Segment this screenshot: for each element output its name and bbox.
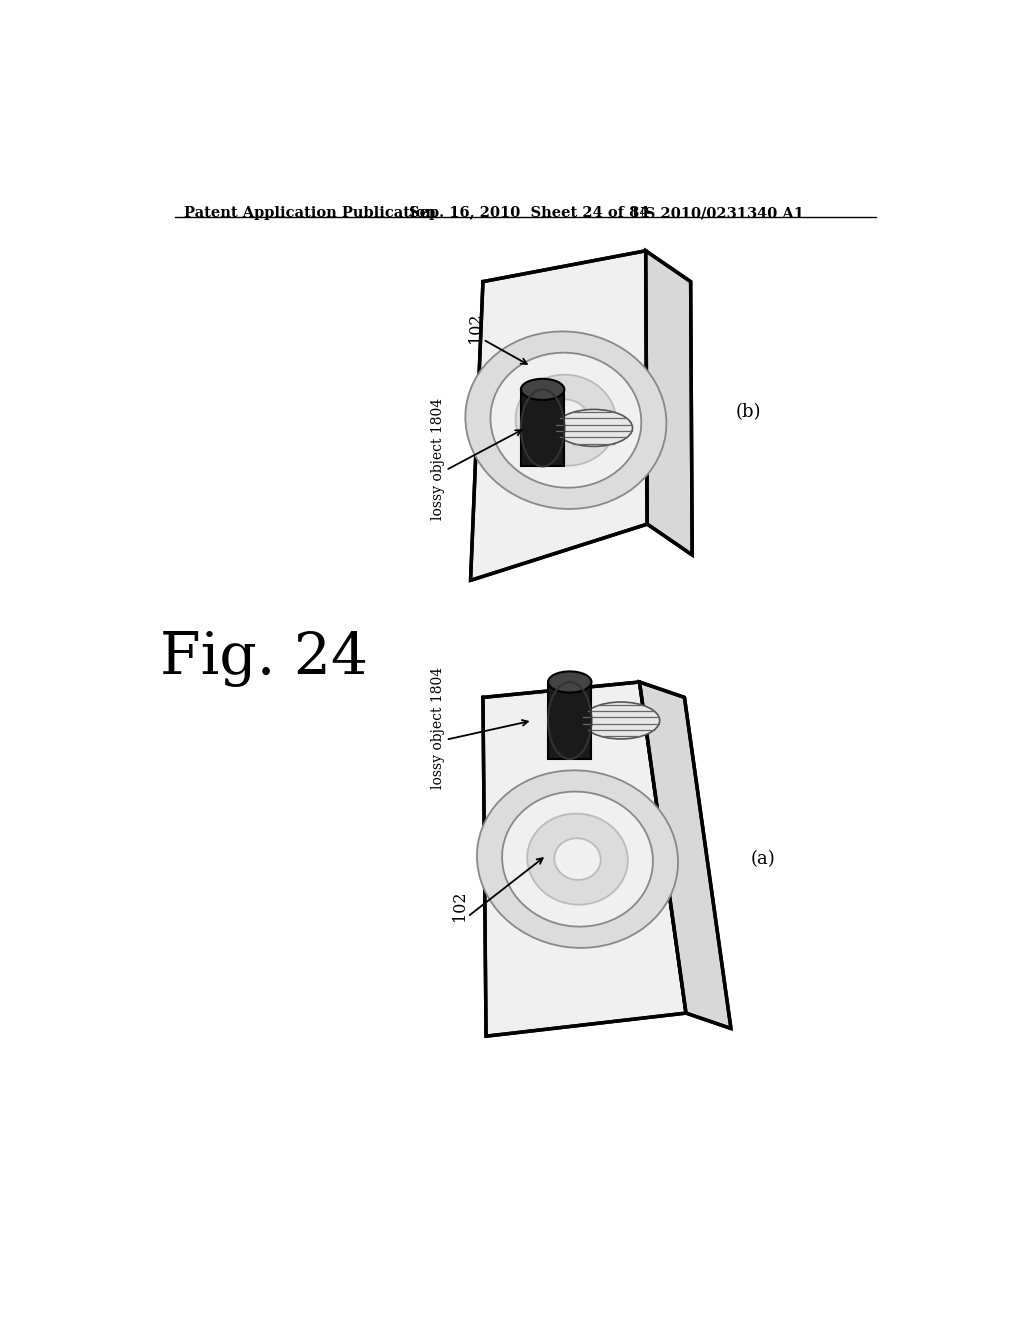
Ellipse shape <box>554 838 601 880</box>
Text: Fig. 24: Fig. 24 <box>160 631 368 686</box>
Ellipse shape <box>527 813 628 904</box>
Ellipse shape <box>465 331 667 510</box>
Ellipse shape <box>521 379 564 400</box>
Text: US 2010/0231340 A1: US 2010/0231340 A1 <box>632 206 804 220</box>
Polygon shape <box>471 251 647 581</box>
Polygon shape <box>483 682 686 1036</box>
Text: lossy object 1804: lossy object 1804 <box>431 667 445 789</box>
Text: Patent Application Publication: Patent Application Publication <box>183 206 436 220</box>
Ellipse shape <box>502 792 653 927</box>
Text: lossy object 1804: lossy object 1804 <box>431 397 445 520</box>
Text: (a): (a) <box>752 850 776 869</box>
Polygon shape <box>521 389 564 466</box>
Text: Sep. 16, 2010  Sheet 24 of 84: Sep. 16, 2010 Sheet 24 of 84 <box>409 206 649 220</box>
Ellipse shape <box>477 771 678 948</box>
Polygon shape <box>548 682 592 759</box>
Ellipse shape <box>555 409 633 446</box>
Ellipse shape <box>543 400 589 441</box>
Text: 102: 102 <box>467 313 483 343</box>
Ellipse shape <box>548 672 592 693</box>
Text: 102: 102 <box>452 890 468 920</box>
Polygon shape <box>640 682 731 1028</box>
Ellipse shape <box>583 702 659 739</box>
Ellipse shape <box>490 352 641 487</box>
Ellipse shape <box>516 375 616 466</box>
Polygon shape <box>646 251 692 554</box>
Text: (b): (b) <box>735 404 761 421</box>
